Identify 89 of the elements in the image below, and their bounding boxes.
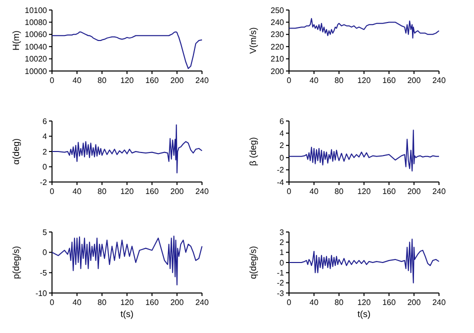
x-tick-label: 240 bbox=[432, 76, 446, 85]
x-tick-label: 0 bbox=[50, 298, 55, 307]
y-axis-title: β (deg) bbox=[248, 137, 258, 166]
x-tick-label: 40 bbox=[72, 298, 82, 307]
y-tick-label: -10 bbox=[35, 288, 48, 298]
line-series bbox=[288, 238, 440, 284]
x-tick-label: 240 bbox=[195, 76, 210, 85]
x-tick-label: 0 bbox=[50, 187, 55, 196]
x-tick-label: 160 bbox=[382, 187, 396, 196]
x-axis-title: t(s) bbox=[358, 309, 370, 319]
y-tick-label: 10020 bbox=[24, 54, 48, 64]
x-tick-label: 160 bbox=[145, 187, 160, 196]
x-tick-label: 40 bbox=[72, 76, 82, 85]
x-tick-label: 240 bbox=[432, 298, 446, 307]
y-tick-label: 4 bbox=[42, 132, 48, 142]
x-tick-label: 160 bbox=[145, 298, 160, 307]
y-tick-label: 240 bbox=[270, 18, 285, 27]
y-tick-label: 200 bbox=[270, 66, 285, 76]
x-tick-label: 120 bbox=[357, 187, 372, 196]
y-tick-label: 0 bbox=[42, 248, 48, 258]
line-series bbox=[288, 130, 440, 172]
y-tick-label: 5 bbox=[42, 228, 48, 237]
x-tick-label: 200 bbox=[170, 187, 184, 196]
y-tick-label: 3 bbox=[280, 228, 285, 237]
x-tick-label: 200 bbox=[407, 76, 422, 85]
x-tick-label: 200 bbox=[170, 298, 184, 307]
x-tick-label: 120 bbox=[120, 187, 134, 196]
x-tick-label: 200 bbox=[407, 298, 422, 307]
x-tick-label: 40 bbox=[310, 76, 319, 85]
y-tick-label: -2 bbox=[276, 278, 285, 288]
x-tick-label: 40 bbox=[72, 187, 82, 196]
y-tick-label: 0 bbox=[280, 258, 285, 268]
y-axis-title: α(deg) bbox=[11, 138, 21, 165]
x-tick-label: 240 bbox=[432, 187, 446, 196]
x-tick-label: 0 bbox=[286, 187, 292, 196]
x-tick-label: 40 bbox=[310, 298, 319, 307]
y-tick-label: 10000 bbox=[24, 66, 48, 76]
line-series bbox=[288, 18, 440, 39]
x-tick-label: 120 bbox=[357, 298, 372, 307]
x-tick-label: 80 bbox=[334, 187, 344, 196]
x-axis-title: t(s) bbox=[120, 309, 134, 319]
line-series bbox=[52, 124, 202, 174]
x-tick-label: 120 bbox=[120, 298, 134, 307]
y-tick-label: 6 bbox=[280, 116, 285, 126]
x-tick-label: 80 bbox=[98, 76, 107, 85]
y-tick-label: 0 bbox=[42, 162, 48, 172]
x-tick-label: 200 bbox=[407, 187, 422, 196]
y-tick-label: -3 bbox=[276, 288, 285, 298]
y-tick-label: 210 bbox=[270, 54, 285, 64]
y-tick-label: 220 bbox=[270, 42, 285, 52]
y-tick-label: 2 bbox=[280, 141, 285, 150]
y-tick-label: 4 bbox=[280, 129, 285, 138]
y-tick-label: 10080 bbox=[24, 18, 48, 27]
y-axis-title: V(m/s) bbox=[248, 27, 258, 54]
x-tick-label: 160 bbox=[382, 298, 396, 307]
x-tick-label: 240 bbox=[195, 298, 210, 307]
y-tick-label: 10040 bbox=[24, 42, 48, 52]
x-tick-label: 80 bbox=[98, 187, 107, 196]
y-tick-label: 6 bbox=[42, 116, 48, 126]
x-tick-label: 80 bbox=[98, 298, 107, 307]
x-tick-label: 80 bbox=[334, 298, 344, 307]
y-axis-title: q(deg/s) bbox=[248, 246, 258, 280]
x-tick-label: 200 bbox=[170, 76, 184, 85]
y-tick-label: -1 bbox=[276, 268, 285, 278]
y-tick-label: 230 bbox=[270, 30, 285, 40]
y-tick-label: -4 bbox=[276, 178, 285, 187]
y-tick-label: 2 bbox=[280, 238, 285, 247]
x-tick-label: 240 bbox=[195, 187, 210, 196]
y-tick-label: -2 bbox=[40, 178, 48, 187]
y-tick-label: 10100 bbox=[24, 6, 48, 15]
x-tick-label: 0 bbox=[50, 76, 55, 85]
x-tick-label: 120 bbox=[120, 76, 134, 85]
y-tick-label: 1 bbox=[280, 248, 285, 258]
y-tick-label: 250 bbox=[270, 6, 285, 15]
x-tick-label: 120 bbox=[357, 76, 372, 85]
y-tick-label: 0 bbox=[280, 153, 285, 162]
y-tick-label: 2 bbox=[42, 147, 48, 156]
x-tick-label: 0 bbox=[286, 76, 292, 85]
y-axis-title: p(deg/s) bbox=[11, 246, 21, 280]
line-series bbox=[52, 236, 202, 286]
y-tick-label: -2 bbox=[276, 166, 285, 175]
y-tick-label: -5 bbox=[40, 268, 48, 278]
y-tick-label: 10060 bbox=[24, 30, 48, 40]
y-axis-title: H(m) bbox=[11, 30, 21, 50]
x-tick-label: 160 bbox=[382, 76, 396, 85]
x-tick-label: 160 bbox=[145, 76, 160, 85]
x-tick-label: 0 bbox=[286, 298, 292, 307]
x-tick-label: 40 bbox=[310, 187, 319, 196]
x-tick-label: 80 bbox=[334, 76, 344, 85]
